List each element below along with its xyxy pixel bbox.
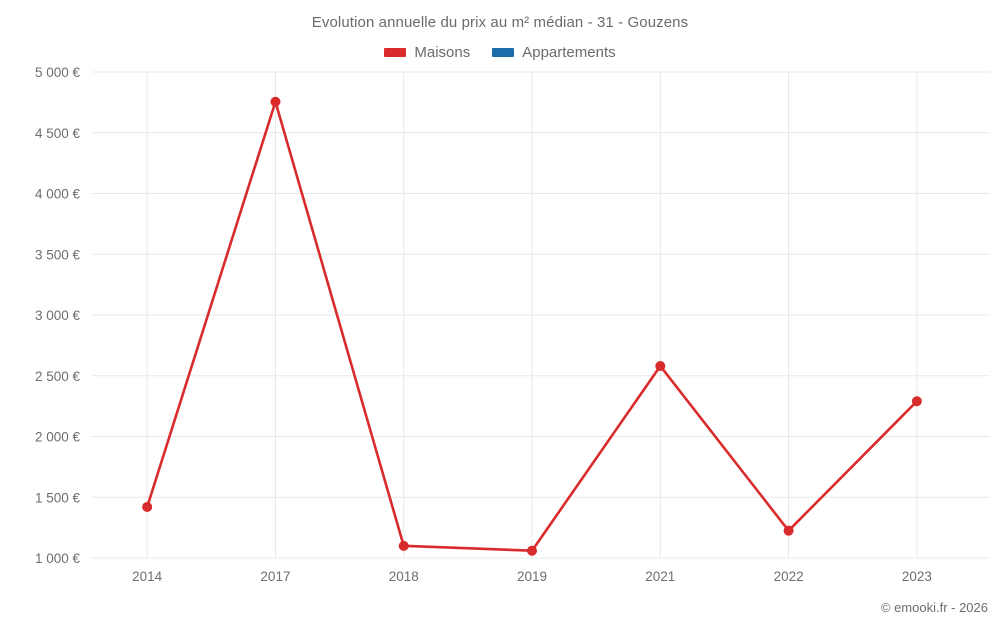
page-title: Evolution annuelle du prix au m² médian …	[311, 14, 689, 31]
series-points	[142, 96, 922, 556]
x-axis-tick-labels: 2014 2017 2018 2019 2021 2022 2023	[132, 569, 932, 584]
data-point[interactable]	[911, 396, 922, 407]
legend-item-maisons[interactable]: Maisons	[384, 44, 470, 61]
y-tick-label: 2 000 €	[35, 430, 81, 445]
y-tick-label: 3 000 €	[35, 308, 81, 323]
x-tick-label: 2023	[902, 569, 932, 584]
legend-item-appartements[interactable]: Appartements	[492, 44, 616, 61]
x-tick-label: 2017	[260, 569, 290, 584]
y-tick-label: 4 000 €	[35, 187, 81, 202]
legend-label-maisons: Maisons	[414, 44, 471, 61]
data-point[interactable]	[783, 525, 794, 536]
y-tick-label: 1 500 €	[35, 490, 81, 505]
legend-swatch-maisons-icon	[384, 48, 407, 57]
data-point[interactable]	[270, 96, 281, 107]
y-tick-label: 3 500 €	[35, 247, 81, 262]
x-tick-label: 2021	[645, 569, 675, 584]
x-tick-label: 2019	[517, 569, 547, 584]
x-tick-label: 2018	[389, 569, 419, 584]
data-point[interactable]	[655, 361, 666, 372]
data-point[interactable]	[398, 540, 409, 551]
chart-legend: Maisons Appartements	[0, 44, 1000, 61]
legend-label-appartements: Appartements	[522, 44, 616, 61]
y-tick-label: 5 000 €	[35, 65, 81, 80]
y-tick-label: 4 500 €	[35, 126, 81, 141]
legend-swatch-appartements-icon	[492, 48, 515, 57]
y-gridlines	[92, 71, 990, 559]
data-point[interactable]	[527, 545, 538, 556]
x-tick-label: 2014	[132, 569, 163, 584]
x-gridlines	[146, 72, 918, 558]
y-tick-label: 1 000 €	[35, 551, 81, 566]
y-tick-label: 2 500 €	[35, 369, 81, 384]
y-axis-tick-labels: 1 000 € 1 500 € 2 000 € 2 500 € 3 000 € 3 500…	[35, 65, 81, 566]
data-point[interactable]	[142, 501, 153, 512]
x-tick-label: 2022	[774, 569, 804, 584]
credit-text: © emooki.fr - 2026	[880, 600, 988, 615]
